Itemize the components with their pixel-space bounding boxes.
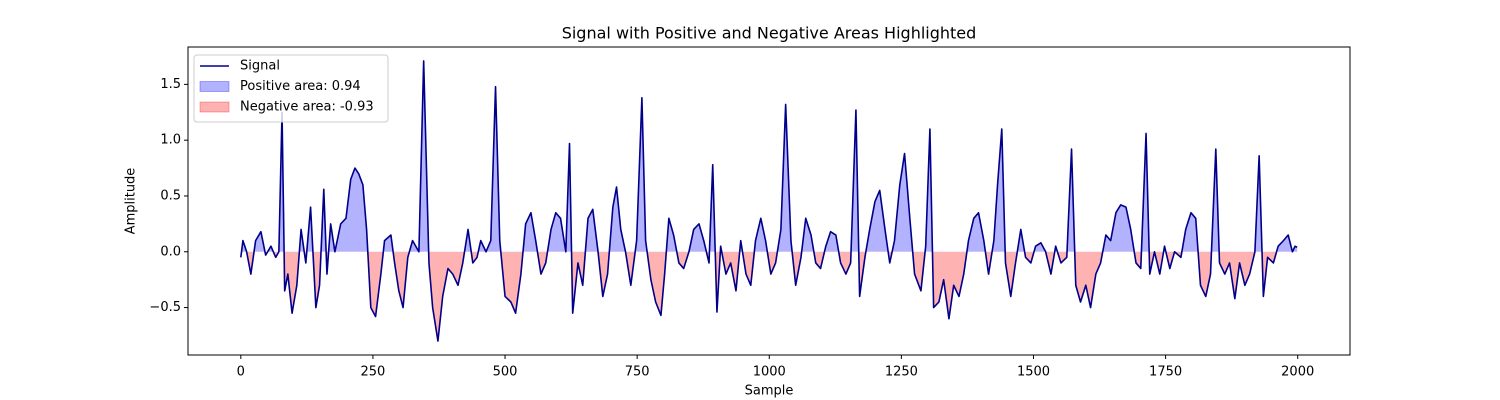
plot-area: [240, 60, 1298, 342]
legend: Signal Positive area: 0.94 Negative area: …: [193, 54, 389, 123]
x-tick-label: 250: [361, 365, 386, 380]
x-tick-label: 1750: [1149, 365, 1182, 380]
y-tick-label: −0.5: [149, 300, 181, 315]
x-tick-label: 1000: [753, 365, 786, 380]
x-tick-label: 0: [237, 365, 245, 380]
legend-label: Negative area: -0.93: [240, 100, 374, 115]
legend-label: Signal: [240, 59, 280, 74]
chart-title: Signal with Positive and Negative Areas …: [562, 24, 977, 43]
y-tick-label: 1.5: [160, 77, 181, 92]
y-axis-label: Amplitude: [124, 168, 139, 235]
signal-line: [240, 60, 1298, 342]
x-tick-label: 1250: [885, 365, 918, 380]
legend-patch: [199, 101, 230, 113]
x-tick-label: 2000: [1281, 365, 1314, 380]
x-tick-label: 1500: [1017, 365, 1050, 380]
legend-patch: [199, 81, 230, 92]
x-tick-label: 750: [625, 365, 650, 380]
y-tick-label: 0.0: [160, 244, 181, 259]
legend-label: Positive area: 0.94: [240, 79, 361, 94]
area-fill: [240, 60, 1298, 252]
x-tick-label: 500: [493, 365, 518, 380]
x-axis-label: Sample: [745, 384, 794, 399]
y-tick-label: 0.5: [160, 188, 181, 203]
legend-box: [193, 54, 389, 123]
y-tick-label: 1.0: [160, 133, 181, 148]
